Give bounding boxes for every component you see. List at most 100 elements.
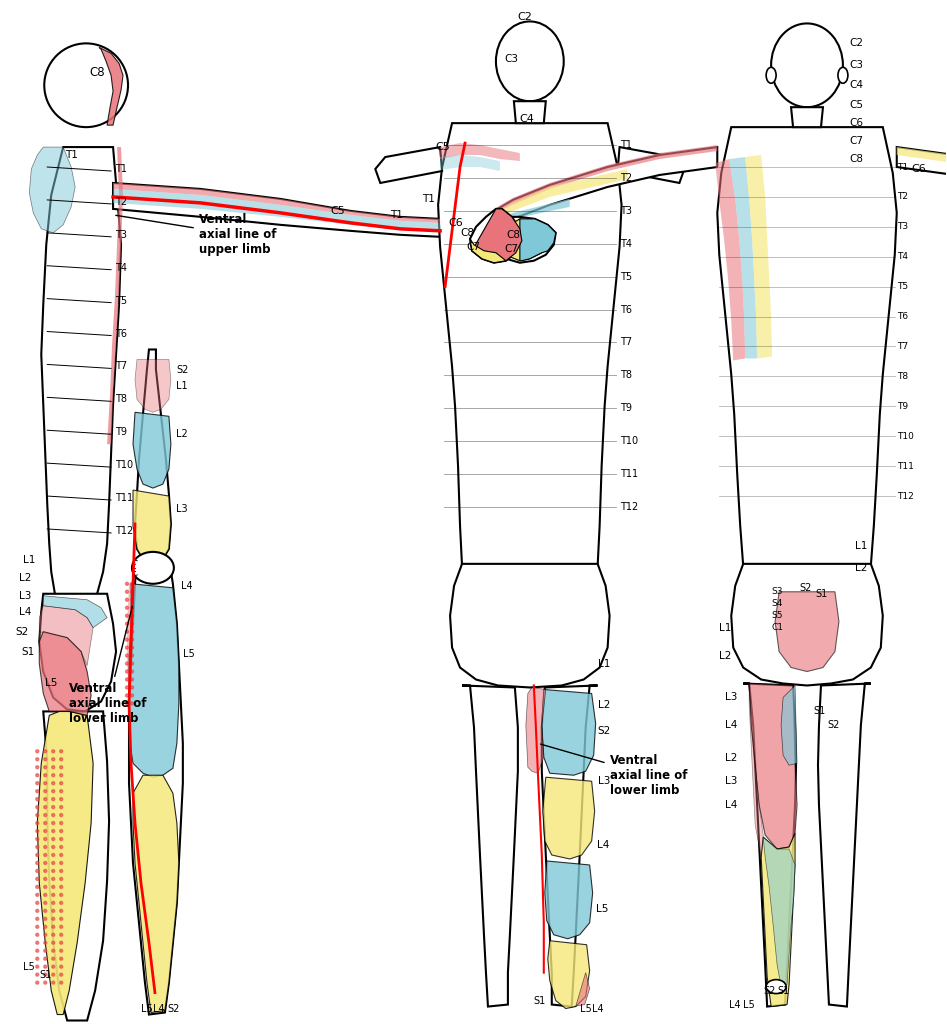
Text: C5: C5 <box>435 142 450 153</box>
Text: L3: L3 <box>725 776 738 786</box>
Text: T1: T1 <box>619 140 632 151</box>
Circle shape <box>52 878 55 881</box>
Circle shape <box>44 790 46 793</box>
Circle shape <box>52 901 55 904</box>
Text: T5: T5 <box>897 283 908 291</box>
Text: L1: L1 <box>176 381 188 391</box>
Text: T6: T6 <box>115 329 127 339</box>
Circle shape <box>52 846 55 849</box>
Text: L1: L1 <box>598 658 610 669</box>
Polygon shape <box>542 689 596 775</box>
Circle shape <box>36 861 39 864</box>
Text: T9: T9 <box>897 401 908 411</box>
Text: Ventral
axial line of
lower limb: Ventral axial line of lower limb <box>541 744 688 797</box>
Circle shape <box>126 583 129 586</box>
Polygon shape <box>543 777 595 859</box>
Polygon shape <box>545 861 593 939</box>
Text: L4: L4 <box>725 720 738 730</box>
Polygon shape <box>113 183 440 223</box>
Text: L3: L3 <box>598 776 610 786</box>
Polygon shape <box>542 685 598 1007</box>
Polygon shape <box>44 712 109 1021</box>
Text: L1: L1 <box>855 541 867 551</box>
Text: S5: S5 <box>771 611 782 621</box>
Circle shape <box>60 806 63 809</box>
Text: C7: C7 <box>504 244 518 254</box>
Circle shape <box>60 758 63 761</box>
Circle shape <box>126 638 129 641</box>
Text: T9: T9 <box>619 403 632 414</box>
Polygon shape <box>791 108 823 127</box>
Text: T8: T8 <box>897 372 908 381</box>
Polygon shape <box>761 834 795 1007</box>
Circle shape <box>52 869 55 872</box>
Text: L1: L1 <box>720 623 732 633</box>
Circle shape <box>44 941 46 944</box>
Circle shape <box>131 663 134 665</box>
Polygon shape <box>491 225 502 247</box>
Circle shape <box>52 781 55 784</box>
Circle shape <box>52 798 55 801</box>
Circle shape <box>52 829 55 833</box>
Circle shape <box>126 686 129 689</box>
Text: C8: C8 <box>849 154 863 164</box>
Circle shape <box>36 766 39 769</box>
Circle shape <box>60 901 63 904</box>
Text: L5: L5 <box>141 1004 152 1014</box>
Circle shape <box>36 918 39 921</box>
Circle shape <box>126 598 129 601</box>
Polygon shape <box>440 217 520 239</box>
Text: S2: S2 <box>827 720 839 730</box>
Circle shape <box>44 766 46 769</box>
Circle shape <box>36 869 39 872</box>
Text: T12: T12 <box>619 502 638 512</box>
Circle shape <box>60 766 63 769</box>
Circle shape <box>60 966 63 968</box>
Circle shape <box>60 933 63 936</box>
Circle shape <box>36 878 39 881</box>
Circle shape <box>131 638 134 641</box>
Circle shape <box>60 790 63 793</box>
Text: L5: L5 <box>24 962 35 972</box>
Polygon shape <box>42 147 121 602</box>
Circle shape <box>44 869 46 872</box>
Circle shape <box>52 893 55 896</box>
Circle shape <box>44 861 46 864</box>
Circle shape <box>126 630 129 633</box>
Circle shape <box>36 846 39 849</box>
Text: T3: T3 <box>115 229 127 240</box>
Circle shape <box>52 941 55 944</box>
Text: C7: C7 <box>466 242 480 252</box>
Circle shape <box>60 814 63 816</box>
Text: L2: L2 <box>176 429 188 439</box>
Circle shape <box>44 758 46 761</box>
Circle shape <box>52 861 55 864</box>
Polygon shape <box>514 101 545 123</box>
Circle shape <box>36 933 39 936</box>
Polygon shape <box>29 147 75 232</box>
Polygon shape <box>44 596 107 628</box>
Text: T11: T11 <box>897 462 914 471</box>
Text: L3: L3 <box>176 504 188 514</box>
Circle shape <box>52 926 55 929</box>
Circle shape <box>44 853 46 856</box>
Circle shape <box>44 966 46 968</box>
Circle shape <box>44 806 46 809</box>
Polygon shape <box>749 683 763 857</box>
Text: S1: S1 <box>22 646 35 656</box>
Circle shape <box>36 901 39 904</box>
Text: T6: T6 <box>897 312 908 322</box>
Circle shape <box>60 949 63 952</box>
Text: C6: C6 <box>912 164 926 174</box>
Circle shape <box>36 750 39 753</box>
Circle shape <box>60 957 63 961</box>
Circle shape <box>126 590 129 593</box>
Polygon shape <box>496 147 717 227</box>
Circle shape <box>36 838 39 841</box>
Text: T11: T11 <box>115 493 134 503</box>
Text: T1: T1 <box>390 210 403 220</box>
Polygon shape <box>729 157 758 358</box>
Circle shape <box>60 838 63 841</box>
Circle shape <box>52 909 55 912</box>
Circle shape <box>60 781 63 784</box>
